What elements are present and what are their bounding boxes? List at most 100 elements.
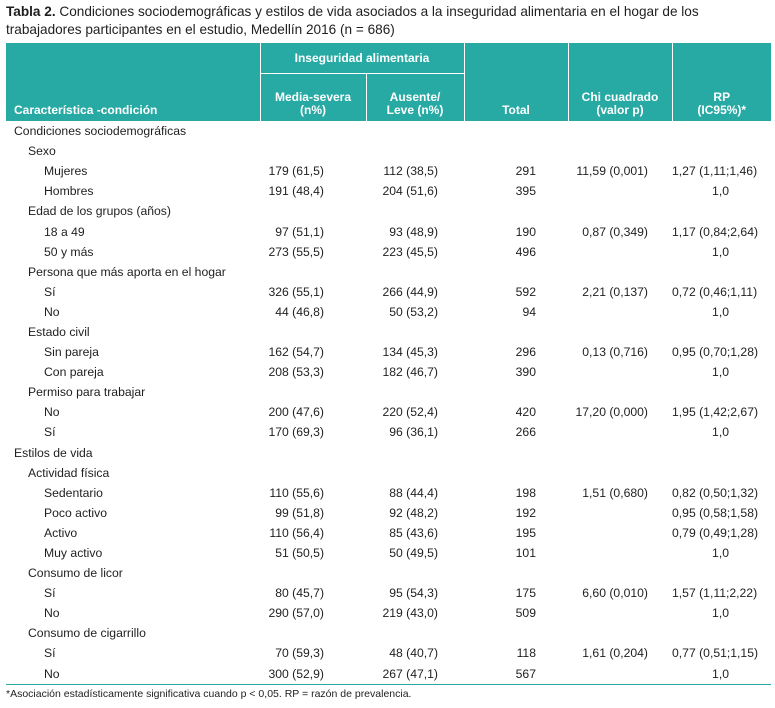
cell-chi-square bbox=[568, 663, 672, 685]
header-rp-line2: (IC95%)* bbox=[697, 103, 747, 117]
cell-total: 101 bbox=[515, 546, 536, 561]
cell-ausente-leve bbox=[366, 382, 464, 402]
cell-chi-square bbox=[568, 121, 672, 141]
cell-chi-square bbox=[568, 262, 672, 282]
header-chi-line1: Chi cuadrado bbox=[581, 90, 659, 104]
table-row: Sí 170 (69,3) 96 (36,1) 266 1,0 bbox=[6, 422, 771, 442]
cell-rp bbox=[672, 262, 771, 282]
header-chi-line2: (valor p) bbox=[596, 103, 644, 117]
table-section-row: Estado civil bbox=[6, 322, 771, 342]
cell-media-severa: 200 (47,6) bbox=[268, 405, 324, 420]
row-label: Sin pareja bbox=[44, 345, 99, 360]
cell-total bbox=[464, 623, 568, 643]
header-chi-square: Chi cuadrado (valor p) bbox=[567, 43, 672, 121]
table-row: No 44 (46,8) 50 (53,2) 94 1,0 bbox=[6, 302, 771, 322]
cell-total bbox=[464, 382, 568, 402]
cell-rp: 1,0 bbox=[712, 425, 729, 440]
cell-rp: 0,82 (0,50;1,32) bbox=[672, 485, 759, 500]
row-label: Sedentario bbox=[44, 485, 103, 500]
cell-media-severa bbox=[260, 443, 366, 463]
cell-rp: 0,95 (0,70;1,28) bbox=[672, 345, 759, 360]
table-row: Sin pareja 162 (54,7) 134 (45,3) 296 0,13 (0… bbox=[6, 342, 771, 362]
table-row: Sí 326 (55,1) 266 (44,9) 592 2,21 (0,137) 0,7… bbox=[6, 282, 771, 302]
table-row: Poco activo 99 (51,8) 92 (48,2) 192 0,95 (0,… bbox=[6, 503, 771, 523]
cell-rp bbox=[672, 623, 771, 643]
table-row: Muy activo 51 (50,5) 50 (49,5) 101 1,0 bbox=[6, 543, 771, 563]
cell-total: 118 bbox=[516, 646, 536, 661]
cell-chi-square: 6,60 (0,010) bbox=[582, 586, 648, 601]
cell-total: 192 bbox=[515, 505, 536, 520]
cell-chi-square: 1,61 (0,204) bbox=[582, 646, 648, 661]
cell-total: 509 bbox=[515, 606, 536, 621]
cell-media-severa: 290 (57,0) bbox=[268, 606, 324, 621]
cell-ausente-leve bbox=[366, 443, 464, 463]
cell-chi-square bbox=[568, 181, 672, 201]
cell-ausente-leve: 93 (48,9) bbox=[389, 224, 438, 239]
cell-media-severa: 273 (55,5) bbox=[268, 244, 324, 259]
table-section-row: Estilos de vida bbox=[6, 443, 771, 463]
cell-total: 175 bbox=[515, 586, 536, 601]
table-row: 50 y más 273 (55,5) 223 (45,5) 496 1,0 bbox=[6, 242, 771, 262]
cell-ausente-leve: 219 (43,0) bbox=[382, 606, 438, 621]
cell-chi-square bbox=[568, 242, 672, 262]
cell-ausente-leve bbox=[366, 563, 464, 583]
row-label: Consumo de licor bbox=[28, 566, 123, 581]
cell-ausente-leve: 50 (53,2) bbox=[389, 304, 438, 319]
cell-rp bbox=[672, 463, 771, 483]
table-row: Hombres 191 (48,4) 204 (51,6) 395 1,0 bbox=[6, 181, 771, 201]
cell-chi-square: 17,20 (0,000) bbox=[575, 405, 648, 420]
cell-total: 496 bbox=[515, 244, 536, 259]
cell-total bbox=[464, 121, 568, 141]
cell-ausente-leve bbox=[366, 262, 464, 282]
table-section-row: Actividad física bbox=[6, 463, 771, 483]
cell-total: 296 bbox=[515, 345, 536, 360]
header-rp-line1: RP bbox=[713, 90, 731, 104]
cell-rp: 0,79 (0,49;1,28) bbox=[672, 525, 759, 540]
cell-chi-square: 0,13 (0,716) bbox=[582, 345, 648, 360]
row-label: No bbox=[44, 606, 60, 621]
cell-chi-square: 2,21 (0,137) bbox=[582, 284, 648, 299]
cell-ausente-leve: 95 (54,3) bbox=[389, 586, 438, 601]
cell-ausente-leve bbox=[366, 463, 464, 483]
table-section-row: Edad de los grupos (años) bbox=[6, 201, 771, 221]
cell-ausente-leve: 48 (40,7) bbox=[389, 646, 438, 661]
cell-media-severa: 170 (69,3) bbox=[268, 425, 324, 440]
row-label: Estado civil bbox=[28, 324, 90, 339]
cell-chi-square bbox=[568, 422, 672, 442]
row-label: Sí bbox=[44, 284, 56, 299]
row-label: Con pareja bbox=[44, 365, 104, 380]
row-label: Estilos de vida bbox=[14, 445, 93, 460]
cell-rp: 0,72 (0,46;1,11) bbox=[672, 284, 758, 299]
cell-ausente-leve bbox=[366, 141, 464, 161]
row-label: Edad de los grupos (años) bbox=[28, 204, 171, 219]
table-row: Activo 110 (56,4) 85 (43,6) 195 0,79 (0,49;1… bbox=[6, 523, 771, 543]
cell-total: 420 bbox=[515, 405, 536, 420]
cell-chi-square: 0,87 (0,349) bbox=[582, 224, 648, 239]
cell-chi-square bbox=[568, 362, 672, 382]
cell-rp bbox=[672, 563, 771, 583]
cell-media-severa: 208 (53,3) bbox=[268, 365, 324, 380]
cell-media-severa: 110 (56,4) bbox=[269, 525, 324, 540]
cell-chi-square: 11,59 (0,001) bbox=[576, 164, 648, 179]
table-section-row: Sexo bbox=[6, 141, 771, 161]
cell-chi-square bbox=[568, 322, 672, 342]
cell-chi-square bbox=[568, 201, 672, 221]
cell-ausente-leve bbox=[366, 322, 464, 342]
table-title-label: Tabla 2. bbox=[6, 4, 56, 19]
cell-rp: 1,0 bbox=[672, 663, 771, 685]
cell-ausente-leve: 88 (44,4) bbox=[389, 485, 438, 500]
cell-media-severa: 179 (61,5) bbox=[268, 164, 324, 179]
cell-media-severa bbox=[260, 262, 366, 282]
cell-ausente-leve: 85 (43,6) bbox=[389, 525, 438, 540]
cell-ausente-leve: 223 (45,5) bbox=[382, 244, 438, 259]
cell-media-severa bbox=[260, 463, 366, 483]
cell-ausente-leve: 134 (45,3) bbox=[382, 345, 438, 360]
row-label: Mujeres bbox=[44, 164, 88, 179]
header-group-food-insecurity: Inseguridad alimentaria bbox=[259, 43, 464, 74]
table-row: 18 a 49 97 (51,1) 93 (48,9) 190 0,87 (0,349)… bbox=[6, 221, 771, 241]
cell-media-severa: 44 (46,8) bbox=[275, 304, 324, 319]
cell-rp bbox=[672, 141, 771, 161]
cell-ausente-leve: 50 (49,5) bbox=[389, 546, 438, 561]
cell-rp: 1,0 bbox=[712, 184, 729, 199]
table-footnote: *Asociación estadísticamente significati… bbox=[6, 688, 412, 700]
